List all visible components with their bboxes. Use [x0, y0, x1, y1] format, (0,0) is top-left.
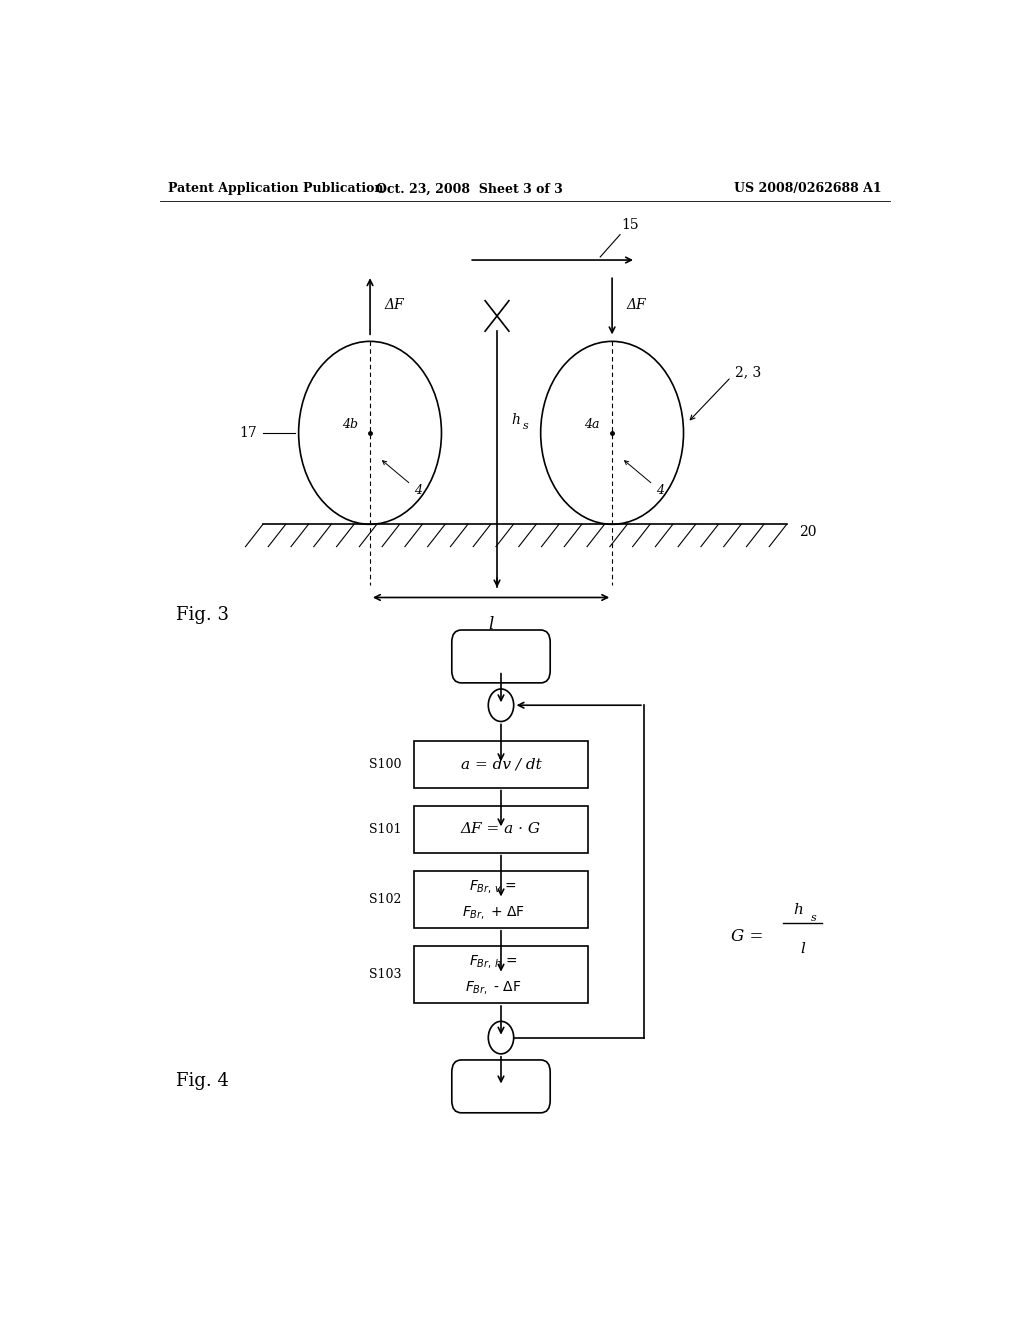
- Text: h: h: [511, 413, 520, 428]
- Text: ΔF: ΔF: [384, 298, 403, 312]
- Text: US 2008/0262688 A1: US 2008/0262688 A1: [734, 182, 882, 195]
- FancyBboxPatch shape: [452, 630, 550, 682]
- Text: $\mathit{F_{Br,\,h}}$ =: $\mathit{F_{Br,\,h}}$ =: [469, 953, 517, 970]
- Text: $\mathit{F_{Br,}}$ - ΔF: $\mathit{F_{Br,}}$ - ΔF: [465, 979, 521, 997]
- Bar: [414, 871, 588, 928]
- Text: Oct. 23, 2008  Sheet 3 of 3: Oct. 23, 2008 Sheet 3 of 3: [376, 182, 562, 195]
- Bar: [414, 805, 588, 853]
- Text: 17: 17: [240, 426, 257, 440]
- Text: ΔF = a · G: ΔF = a · G: [461, 822, 541, 837]
- Text: a = dv / dt: a = dv / dt: [461, 758, 542, 771]
- Text: S103: S103: [370, 968, 401, 981]
- Text: 20: 20: [799, 525, 816, 540]
- Text: 4: 4: [625, 461, 664, 496]
- Text: Fig. 4: Fig. 4: [176, 1072, 228, 1090]
- Text: S102: S102: [370, 892, 401, 906]
- Text: 4a: 4a: [585, 418, 600, 432]
- Text: l: l: [488, 615, 494, 632]
- Text: ΔF: ΔF: [627, 298, 646, 312]
- Text: S100: S100: [370, 758, 401, 771]
- Text: Patent Application Publication: Patent Application Publication: [168, 182, 383, 195]
- Text: $\mathit{F_{Br,}}$ + ΔF: $\mathit{F_{Br,}}$ + ΔF: [462, 904, 524, 921]
- Text: l: l: [800, 942, 805, 956]
- Circle shape: [488, 1022, 514, 1053]
- Text: s: s: [811, 912, 816, 923]
- Text: 4: 4: [383, 461, 422, 496]
- Bar: [414, 946, 588, 1003]
- Text: S101: S101: [370, 822, 401, 836]
- Text: h: h: [794, 903, 804, 916]
- Text: 2, 3: 2, 3: [735, 364, 762, 379]
- Text: 4b: 4b: [342, 418, 358, 432]
- Text: $\mathit{F_{Br,\,v}}$ =: $\mathit{F_{Br,\,v}}$ =: [469, 878, 517, 895]
- Text: Fig. 3: Fig. 3: [176, 606, 228, 623]
- FancyBboxPatch shape: [452, 1060, 550, 1113]
- Bar: [414, 741, 588, 788]
- Circle shape: [488, 689, 514, 722]
- Text: 15: 15: [622, 218, 639, 231]
- Text: s: s: [523, 421, 529, 432]
- Text: G =: G =: [731, 928, 763, 945]
